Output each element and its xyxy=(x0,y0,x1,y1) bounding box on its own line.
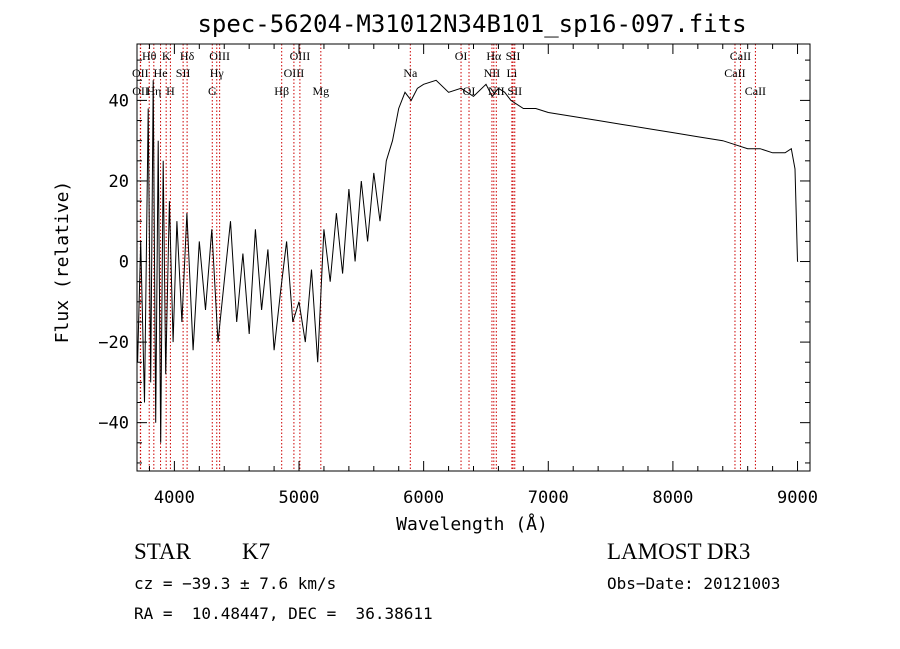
redshift-velocity: cz = −39.3 ± 7.6 km/s xyxy=(134,574,337,593)
spectral-line-label: CaII xyxy=(730,49,751,63)
x-tick-label: 7000 xyxy=(528,488,569,508)
x-tick-label: 6000 xyxy=(403,488,444,508)
spectral-line-label: OI xyxy=(455,49,468,63)
x-axis-label: Wavelength (Å) xyxy=(396,513,548,535)
spectral-line-label: K xyxy=(162,49,171,63)
spectral-line-label: Mg xyxy=(312,84,329,98)
spectral-line-label: OIII xyxy=(209,49,230,63)
y-axis-label: Flux (relative) xyxy=(52,181,73,344)
spectral-line-label: SII xyxy=(176,66,191,80)
object-class: STAR xyxy=(134,539,191,564)
y-tick-label: 0 xyxy=(119,253,129,273)
x-tick-label: 5000 xyxy=(279,488,320,508)
spectral-line-label: OII xyxy=(132,84,149,98)
spectral-line-label: Hβ xyxy=(274,84,289,98)
spectral-line-label: Na xyxy=(403,66,418,80)
observation-date: Obs−Date: 20121003 xyxy=(607,574,781,593)
sky-coordinates: RA = 10.48447, DEC = 36.38611 xyxy=(134,604,433,623)
spectral-line-label: OI xyxy=(463,84,476,98)
spectral-line-label: OII xyxy=(132,66,149,80)
spectral-line-label: Hθ xyxy=(142,49,157,63)
plot-axes: 4000 5000 6000 7000 8000 9000 −40 −20 0 20 40 xyxy=(98,43,818,508)
y-tick-label: 20 xyxy=(109,172,129,192)
spectral-line-label: Hα xyxy=(486,49,502,63)
x-tick-label: 4000 xyxy=(154,488,195,508)
spectral-line-label: Hδ xyxy=(180,49,195,63)
spectrum-series xyxy=(137,79,799,443)
spectral-line-label: NII xyxy=(484,66,501,80)
spectral-line-label: G xyxy=(208,84,217,98)
spectral-line-label: Li xyxy=(507,66,518,80)
spectral-line-label: OIII xyxy=(290,49,311,63)
y-tick-label: −40 xyxy=(98,414,129,434)
x-tick-label: 9000 xyxy=(777,488,818,508)
spectral-line-label: CaII xyxy=(745,84,766,98)
spectral-line-label: H xyxy=(166,84,175,98)
spectral-line-label: OIII xyxy=(284,66,305,80)
spectral-line-label: NII xyxy=(488,84,505,98)
spectrum-line xyxy=(137,79,798,443)
spectral-line-label: Hη xyxy=(146,84,161,98)
chart-title: spec-56204-M31012N34B101_sp16-097.fits xyxy=(197,10,746,38)
x-tick-label: 8000 xyxy=(652,488,693,508)
y-tick-label: 40 xyxy=(109,91,129,111)
spectral-line-label: CaII xyxy=(724,66,745,80)
spectral-line-label: SII xyxy=(507,84,522,98)
plot-frame xyxy=(136,43,811,472)
spectral-line-label: Hγ xyxy=(210,66,225,80)
spectral-line-label: He xyxy=(154,66,168,80)
spectral-line-label: SII xyxy=(506,49,521,63)
object-subclass: K7 xyxy=(242,539,271,564)
y-tick-label: −20 xyxy=(98,333,129,353)
survey-name: LAMOST DR3 xyxy=(607,539,751,564)
